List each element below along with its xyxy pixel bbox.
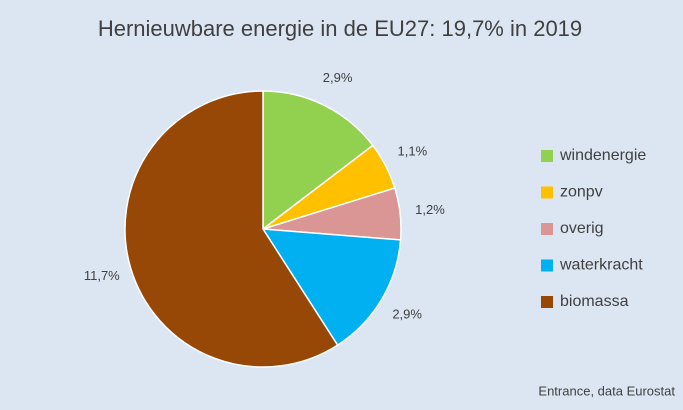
pie-slice bbox=[261, 228, 402, 347]
data-label: 11,7% bbox=[84, 268, 120, 283]
legend-label: waterkracht bbox=[559, 257, 643, 274]
legend-swatch bbox=[541, 150, 553, 162]
legend-swatch bbox=[541, 186, 553, 199]
legend-swatch bbox=[541, 259, 553, 272]
data-label: 1,2% bbox=[415, 202, 445, 217]
legend-swatch bbox=[541, 296, 553, 308]
source: Entrance, data Eurostat bbox=[538, 383, 675, 398]
legend-swatch bbox=[541, 223, 553, 235]
legend-label: overig bbox=[560, 220, 604, 237]
data-label: 1,1% bbox=[398, 143, 428, 158]
pie-slice bbox=[262, 90, 374, 231]
legend-label: zonpv bbox=[560, 184, 603, 201]
data-label: 2,9% bbox=[323, 70, 353, 85]
legend-label: windenergie bbox=[559, 147, 646, 164]
pie-slice bbox=[124, 90, 339, 368]
data-label: 2,9% bbox=[392, 307, 422, 322]
chart-title: Hernieuwbare energie in de EU27: 19,7% i… bbox=[98, 16, 582, 41]
legend-label: biomassa bbox=[560, 293, 629, 310]
